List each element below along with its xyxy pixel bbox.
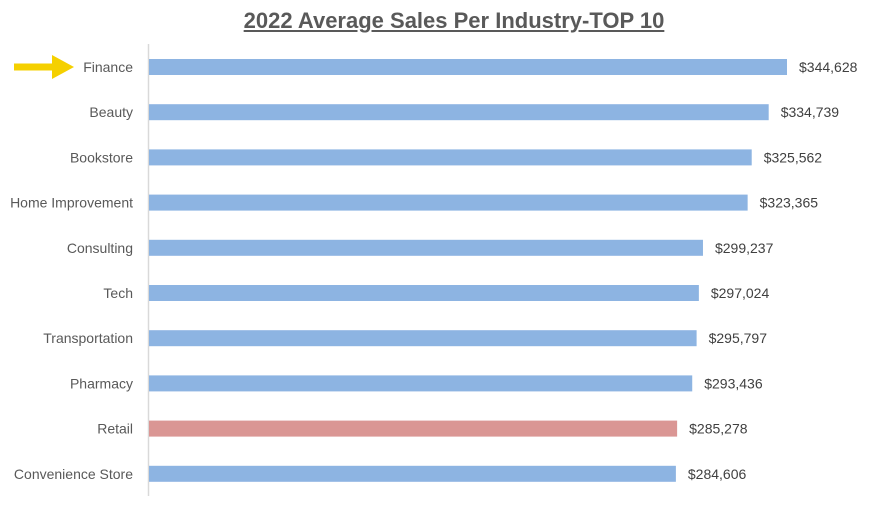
bar-home-improvement <box>149 194 748 211</box>
value-label: $297,024 <box>711 285 770 301</box>
category-label: Pharmacy <box>70 375 133 391</box>
category-label: Transportation <box>43 330 133 346</box>
bar-pharmacy <box>149 375 693 392</box>
category-label: Beauty <box>89 104 133 120</box>
bar-finance <box>149 59 787 75</box>
value-label: $323,365 <box>760 195 819 211</box>
value-label: $284,606 <box>688 466 747 482</box>
pointer-arrow-icon <box>14 55 74 79</box>
category-label: Retail <box>97 421 133 437</box>
value-label: $293,436 <box>704 375 763 391</box>
value-label: $299,237 <box>715 240 774 256</box>
value-label: $285,278 <box>689 421 748 437</box>
bar-tech <box>149 285 699 301</box>
value-label: $334,739 <box>781 104 840 120</box>
bar-beauty <box>149 104 769 121</box>
category-label: Consulting <box>67 240 133 256</box>
category-label: Finance <box>83 59 133 75</box>
value-label: $325,562 <box>764 149 823 165</box>
bar-convenience-store <box>149 465 676 482</box>
category-label: Tech <box>103 285 133 301</box>
category-label: Home Improvement <box>10 195 133 211</box>
bar-retail <box>149 420 678 437</box>
bar-consulting <box>149 239 703 256</box>
category-label: Convenience Store <box>14 466 133 482</box>
bar-bookstore <box>149 149 752 166</box>
chart-title: 2022 Average Sales Per Industry-TOP 10 <box>243 8 665 33</box>
value-label: $295,797 <box>709 330 768 346</box>
value-label: $344,628 <box>799 59 858 75</box>
bar-transportation <box>149 330 697 347</box>
category-label: Bookstore <box>70 149 133 165</box>
